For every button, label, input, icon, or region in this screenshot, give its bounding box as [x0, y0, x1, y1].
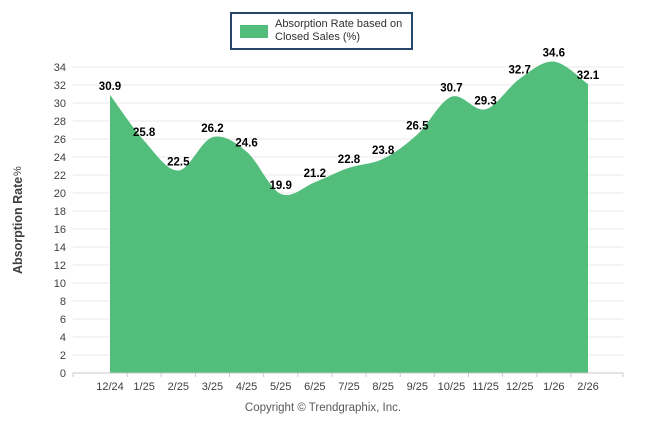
data-label: 24.6 [235, 138, 257, 150]
chart-legend: Absorption Rate based on Closed Sales (%… [230, 12, 414, 50]
data-label: 32.7 [509, 65, 531, 77]
area-series [110, 61, 588, 374]
x-tick-label: 8/25 [372, 381, 393, 393]
y-tick-label: 26 [54, 134, 66, 146]
legend-series-swatch-icon [240, 24, 268, 38]
data-label: 21.2 [304, 168, 326, 180]
x-tick-label: 4/25 [236, 381, 257, 393]
x-tick-label: 1/25 [133, 381, 154, 393]
data-label: 22.8 [338, 154, 361, 166]
data-label: 29.3 [474, 95, 496, 107]
data-label: 26.2 [201, 123, 223, 135]
data-label: 25.8 [133, 127, 156, 139]
x-tick-label: 11/25 [472, 381, 499, 393]
data-label: 26.5 [406, 121, 429, 133]
y-tick-label: 6 [60, 314, 66, 326]
y-tick-label: 2 [60, 350, 66, 362]
y-tick-label: 24 [54, 152, 66, 164]
y-tick-label: 32 [54, 80, 66, 92]
y-tick-label: 10 [54, 278, 66, 290]
copyright-text: Copyright © Trendgraphix, Inc. [244, 402, 402, 414]
data-label: 30.9 [99, 81, 121, 93]
data-label: 34.6 [543, 48, 565, 60]
y-tick-label: 18 [54, 206, 66, 218]
data-label: 19.9 [270, 180, 292, 192]
y-tick-label: 20 [54, 188, 66, 200]
y-tick-label: 30 [54, 98, 66, 110]
x-tick-label: 1/26 [543, 381, 564, 393]
y-tick-label: 0 [60, 368, 66, 380]
y-tick-label: 34 [54, 62, 66, 74]
x-tick-label: 10/25 [438, 381, 466, 393]
y-axis-title: Absorption Rate% [6, 67, 30, 373]
y-axis-title-text: Absorption Rate [11, 176, 25, 274]
legend-label-line1: Absorption Rate based on [275, 18, 403, 30]
y-tick-label: 8 [60, 296, 66, 308]
y-tick-label: 4 [60, 332, 66, 344]
y-tick-label: 12 [54, 260, 66, 272]
y-tick-label: 16 [54, 224, 66, 236]
x-tick-label: 6/25 [304, 381, 325, 393]
x-tick-label: 12/25 [506, 381, 534, 393]
y-tick-label: 28 [54, 116, 66, 128]
x-tick-label: 9/25 [407, 381, 428, 393]
x-tick-label: 2/25 [168, 381, 189, 393]
x-tick-label: 7/25 [338, 381, 359, 393]
y-tick-label: 14 [54, 242, 66, 254]
x-tick-label: 2/26 [577, 381, 598, 393]
data-label: 32.1 [577, 70, 600, 82]
x-tick-label: 12/24 [96, 381, 124, 393]
y-axis-title-unit: % [12, 166, 24, 177]
x-tick-label: 3/25 [202, 381, 223, 393]
data-label: 30.7 [440, 83, 462, 95]
y-tick-label: 22 [54, 170, 66, 182]
data-label: 22.5 [167, 157, 190, 169]
data-label: 23.8 [372, 145, 395, 157]
x-tick-label: 5/25 [270, 381, 291, 393]
legend-label-line2: Closed Sales (%) [275, 31, 360, 43]
